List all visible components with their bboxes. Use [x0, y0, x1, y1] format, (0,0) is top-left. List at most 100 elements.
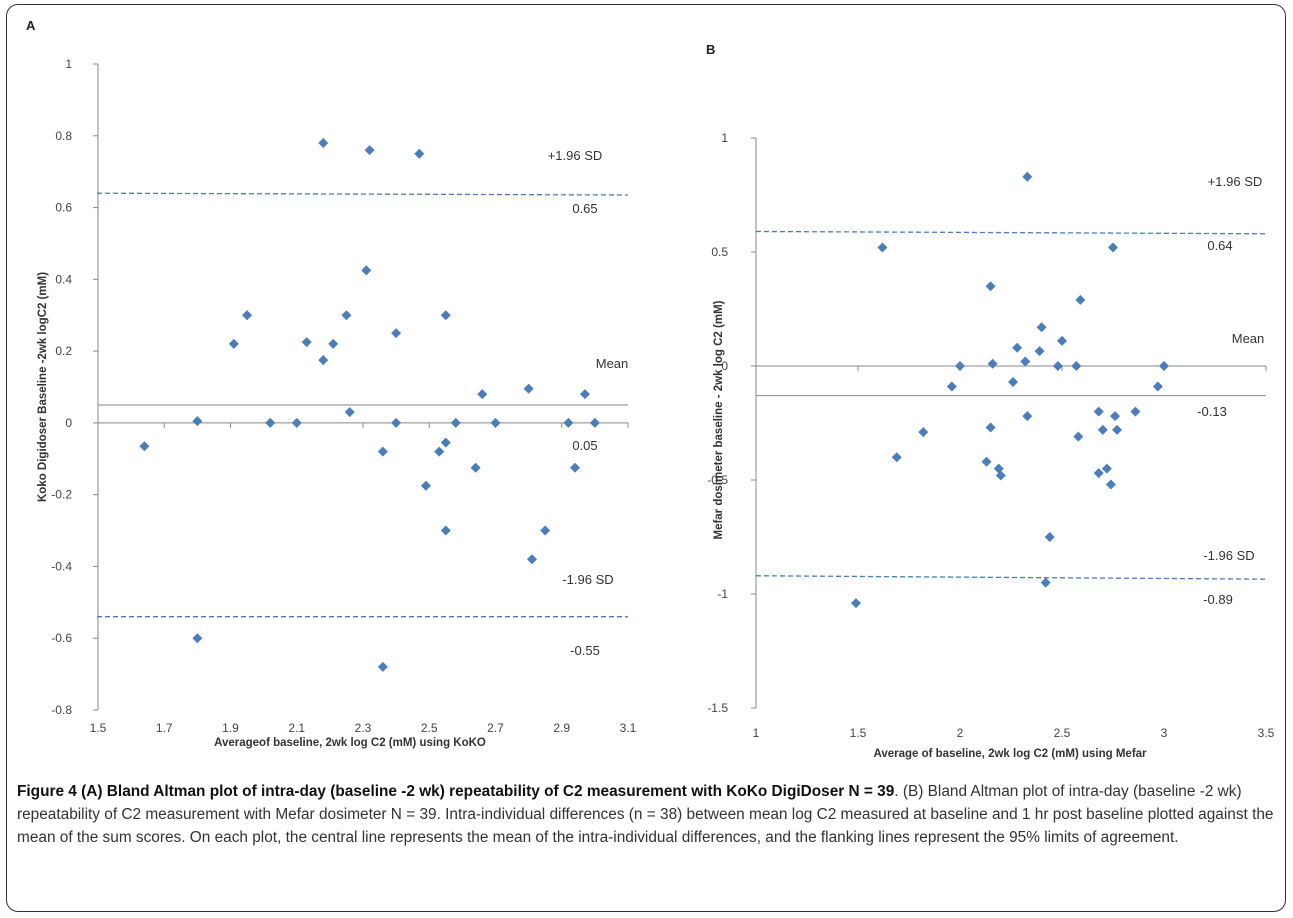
data-point [526, 554, 537, 565]
data-point [1097, 424, 1108, 435]
y-tick-label: 0.5 [711, 245, 728, 259]
data-point [391, 417, 402, 428]
data-point [540, 525, 551, 536]
y-tick-label: -0.4 [51, 559, 72, 573]
line-value-lower: -0.55 [570, 643, 600, 658]
data-point [1112, 424, 1123, 435]
x-tick-label: 2.3 [355, 721, 372, 735]
data-point [361, 265, 372, 276]
data-point [440, 437, 451, 448]
data-point [265, 417, 276, 428]
y-tick-label: 1 [65, 57, 72, 71]
data-point [1022, 411, 1033, 422]
data-point [563, 417, 574, 428]
data-point [1075, 294, 1086, 305]
y-tick-label: -0.6 [51, 631, 72, 645]
x-tick-label: 2.9 [553, 721, 570, 735]
data-point [1036, 322, 1047, 333]
data-point [985, 281, 996, 292]
x-tick-label: 3.1 [620, 721, 637, 735]
data-point [1105, 479, 1116, 490]
x-tick-label: 2.1 [288, 721, 305, 735]
line-label-lower: -1.96 SD [562, 572, 613, 587]
data-point [377, 446, 388, 457]
line-label-upper: +1.96 SD [548, 148, 603, 163]
x-tick-label: 3.5 [1258, 726, 1275, 740]
x-tick-label: 1.7 [156, 721, 173, 735]
y-tick-label: 0.6 [55, 201, 72, 215]
data-point [579, 389, 590, 400]
line-value-mean: 0.05 [572, 438, 597, 453]
data-point [877, 242, 888, 253]
data-point [291, 417, 302, 428]
data-point [344, 407, 355, 418]
panel-label: A [26, 18, 36, 33]
figure-frame [6, 4, 1286, 912]
line-label-mean: Mean [1232, 331, 1265, 346]
data-point [995, 470, 1006, 481]
data-point [1022, 171, 1033, 182]
data-point [192, 633, 203, 644]
data-point [341, 310, 352, 321]
data-point [1093, 468, 1104, 479]
data-point [523, 383, 534, 394]
y-tick-label: 1 [721, 131, 728, 145]
data-point [1034, 346, 1045, 357]
y-tick-label: 0.8 [55, 129, 72, 143]
x-tick-label: 2.5 [421, 721, 438, 735]
data-point [589, 417, 600, 428]
y-tick-label: 0.2 [55, 344, 72, 358]
y-tick-label: -0.8 [51, 703, 72, 717]
data-point [301, 337, 312, 348]
data-point [434, 446, 445, 457]
data-point [1101, 463, 1112, 474]
data-point [139, 441, 150, 452]
data-point [192, 416, 203, 427]
line-value-lower: -0.89 [1203, 592, 1233, 607]
line-value-upper: 0.65 [572, 201, 597, 216]
data-point [1057, 335, 1067, 346]
figure-plots: A 1 0.8 0.6 0.4 0.2 0 -0.2 -0.4 -0.6 -0.8 1.5 1.7 1.9… [26, 18, 1275, 760]
data-point [228, 338, 239, 349]
data-point [1108, 242, 1118, 253]
panel-label: B [706, 42, 715, 57]
x-tick-label: 1.5 [90, 721, 107, 735]
x-tick-label: 2 [957, 726, 964, 740]
data-point [1008, 376, 1019, 387]
y-tick-label: 0 [65, 416, 72, 430]
caption-text: . (B) Bland Altman plot of intra-day (ba… [17, 783, 1274, 846]
line-value-mean: -0.13 [1197, 404, 1227, 419]
data-point [364, 145, 375, 156]
y-tick-label: 0.4 [55, 272, 72, 286]
data-point [1152, 381, 1163, 392]
x-axis-title: Averageof baseline, 2wk log C2 (mM) usin… [214, 737, 486, 749]
data-point [1044, 532, 1055, 542]
caption-label: Figure 4 [17, 783, 77, 800]
data-point [891, 452, 902, 463]
data-point [420, 480, 431, 491]
data-point [377, 661, 388, 672]
data-point [1159, 361, 1169, 371]
x-axis-title: Average of baseline, 2wk log C2 (mM) usi… [873, 748, 1147, 760]
data-point [1020, 356, 1031, 367]
y-tick-label: -0.5 [707, 473, 728, 487]
data-point [946, 381, 957, 392]
y-axis-title: Mefar dosimeter baseline - 2wk log C2 (m… [713, 300, 725, 539]
data-point [440, 525, 451, 536]
data-point [318, 355, 329, 366]
data-point [1110, 411, 1121, 422]
data-point [1093, 406, 1104, 417]
data-point [391, 328, 402, 339]
y-tick-label: -1.5 [707, 701, 728, 715]
limit-line-upper [96, 192, 629, 196]
data-point [470, 462, 481, 473]
x-tick-label: 2.7 [487, 721, 504, 735]
line-label-upper: +1.96 SD [1208, 174, 1263, 189]
data-point [1052, 361, 1063, 371]
data-point [987, 358, 998, 369]
data-point [850, 598, 861, 609]
data-point [1130, 406, 1141, 417]
data-point [1012, 342, 1023, 353]
data-point [318, 137, 329, 148]
line-label-lower: -1.96 SD [1203, 548, 1254, 563]
